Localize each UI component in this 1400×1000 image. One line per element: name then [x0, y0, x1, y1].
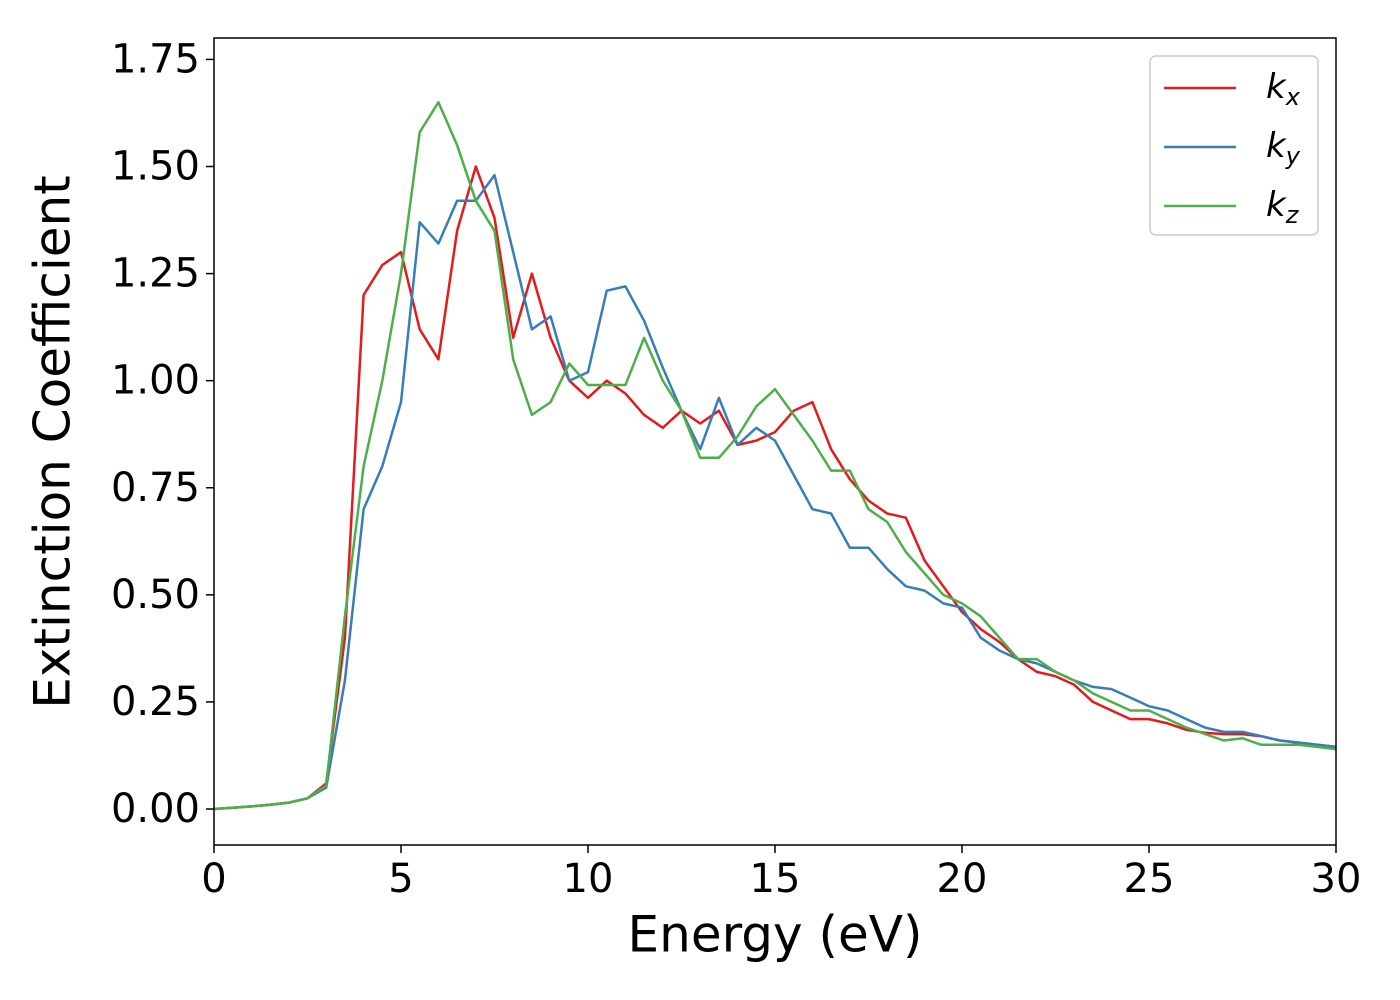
x-tick-label: 0	[201, 856, 226, 902]
y-tick-label: 0.50	[111, 572, 200, 618]
y-tick-label: 1.00	[111, 358, 200, 404]
line-series	[214, 101, 1336, 811]
y-tick-label: 1.50	[111, 144, 200, 190]
legend-label: kx	[1266, 67, 1301, 112]
x-axis-label: Energy (eV)	[628, 906, 923, 964]
legend-label: ky	[1266, 126, 1301, 171]
x-tick-label: 20	[937, 856, 988, 902]
x-tick-label: 30	[1311, 856, 1362, 902]
y-tick-label: 0.75	[111, 465, 200, 511]
y-axis-label: Extinction Coefficient	[24, 175, 82, 709]
plot-frame	[213, 37, 1337, 846]
x-tick-label: 25	[1124, 856, 1175, 902]
line-series	[214, 173, 1336, 811]
line-series	[214, 165, 1336, 811]
legend-label: kz	[1266, 185, 1300, 230]
legend-box	[1149, 55, 1319, 236]
y-tick-label: 0.00	[111, 786, 200, 832]
y-tick-label: 1.25	[111, 251, 200, 297]
y-tick-label: 0.25	[111, 679, 200, 725]
x-tick-label: 15	[750, 856, 801, 902]
x-tick-label: 5	[388, 856, 413, 902]
x-tick-label: 10	[563, 856, 614, 902]
y-tick-label: 1.75	[111, 36, 200, 82]
